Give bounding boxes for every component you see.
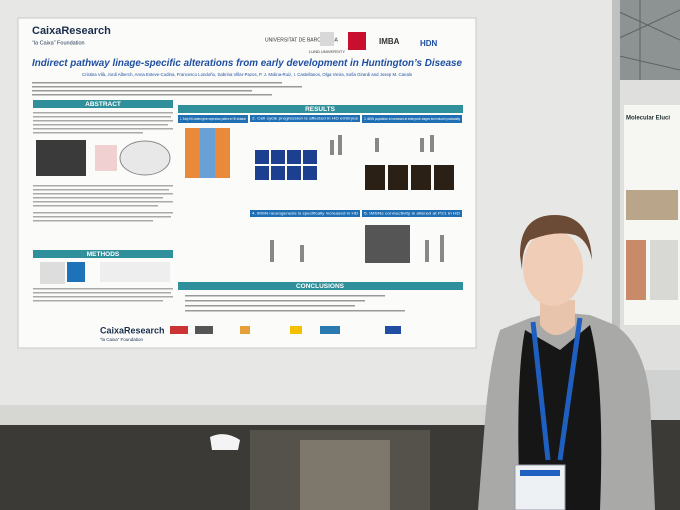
methods-figure xyxy=(40,262,65,284)
abstract-text xyxy=(33,112,173,302)
panel-header xyxy=(362,115,462,123)
brand: CaixaResearch xyxy=(32,25,111,37)
panel-header xyxy=(250,115,360,122)
face xyxy=(523,230,583,306)
panel-title: 1. Early HD-related gene expression patt… xyxy=(180,117,246,121)
authors: Cristina Vilà, Jordi Alberch, Anna Estev… xyxy=(82,72,413,77)
panel-header xyxy=(250,210,360,217)
panel-title: 5. iMSNs connectivity is altered at P21 … xyxy=(364,211,461,215)
panel-header xyxy=(178,115,248,123)
neighbor-title: Molecular Eluci xyxy=(626,116,670,122)
section-bar xyxy=(33,100,173,108)
board-edge xyxy=(0,405,615,425)
logo-mark xyxy=(348,32,366,50)
microscopy xyxy=(255,150,317,180)
methods-figure xyxy=(100,262,170,282)
badge-band xyxy=(520,470,560,476)
heatmap xyxy=(200,128,215,178)
section-bar xyxy=(178,105,463,113)
logo: HDN xyxy=(420,39,438,48)
panel-header xyxy=(362,210,462,217)
section-bar xyxy=(178,282,463,290)
shoe xyxy=(210,434,240,450)
poster-title: Indirect pathway linage-specific alterat… xyxy=(32,57,462,69)
foundation: “la Caixa” Foundation xyxy=(32,40,85,46)
logo: UNIVERSITAT DE BARCELONA xyxy=(265,37,338,43)
microscopy xyxy=(365,225,410,263)
board-post xyxy=(612,0,620,430)
neighbor-figures xyxy=(626,190,678,300)
methods-figure xyxy=(67,262,85,282)
sponsor-logos xyxy=(170,326,401,334)
panel-title: 2. Cell cycle progression is affected in… xyxy=(252,116,358,120)
section-heading: RESULTS xyxy=(305,106,336,113)
affiliations xyxy=(32,82,302,96)
logo: IMBA xyxy=(379,37,400,46)
section-bar xyxy=(33,250,173,258)
person xyxy=(478,215,655,510)
neck xyxy=(540,300,575,335)
figure xyxy=(95,145,117,171)
ceiling-truss xyxy=(614,0,680,80)
logo-mark xyxy=(320,32,334,46)
panel-title: 4. iMSN neurogenesis is specifically inc… xyxy=(252,211,359,215)
microscopy xyxy=(365,165,454,190)
panel-title: 3. iMSN population is increased at embry… xyxy=(364,117,460,121)
floor-tile xyxy=(300,440,390,510)
brain-diagram xyxy=(119,140,171,176)
lanyard xyxy=(530,317,583,461)
footer-foundation: “la Caixa” Foundation xyxy=(100,337,144,342)
hair xyxy=(520,215,592,270)
section-heading: ABSTRACT xyxy=(85,101,121,108)
brain-image xyxy=(36,140,86,176)
bar-plots xyxy=(270,135,444,262)
section-heading: CONCLUSIONS xyxy=(296,283,345,290)
logo: LUND UNIVERSITY xyxy=(309,49,345,54)
section-heading: METHODS xyxy=(87,251,120,258)
footer-brand: CaixaResearch xyxy=(100,325,165,335)
conclusions-text xyxy=(185,295,405,312)
